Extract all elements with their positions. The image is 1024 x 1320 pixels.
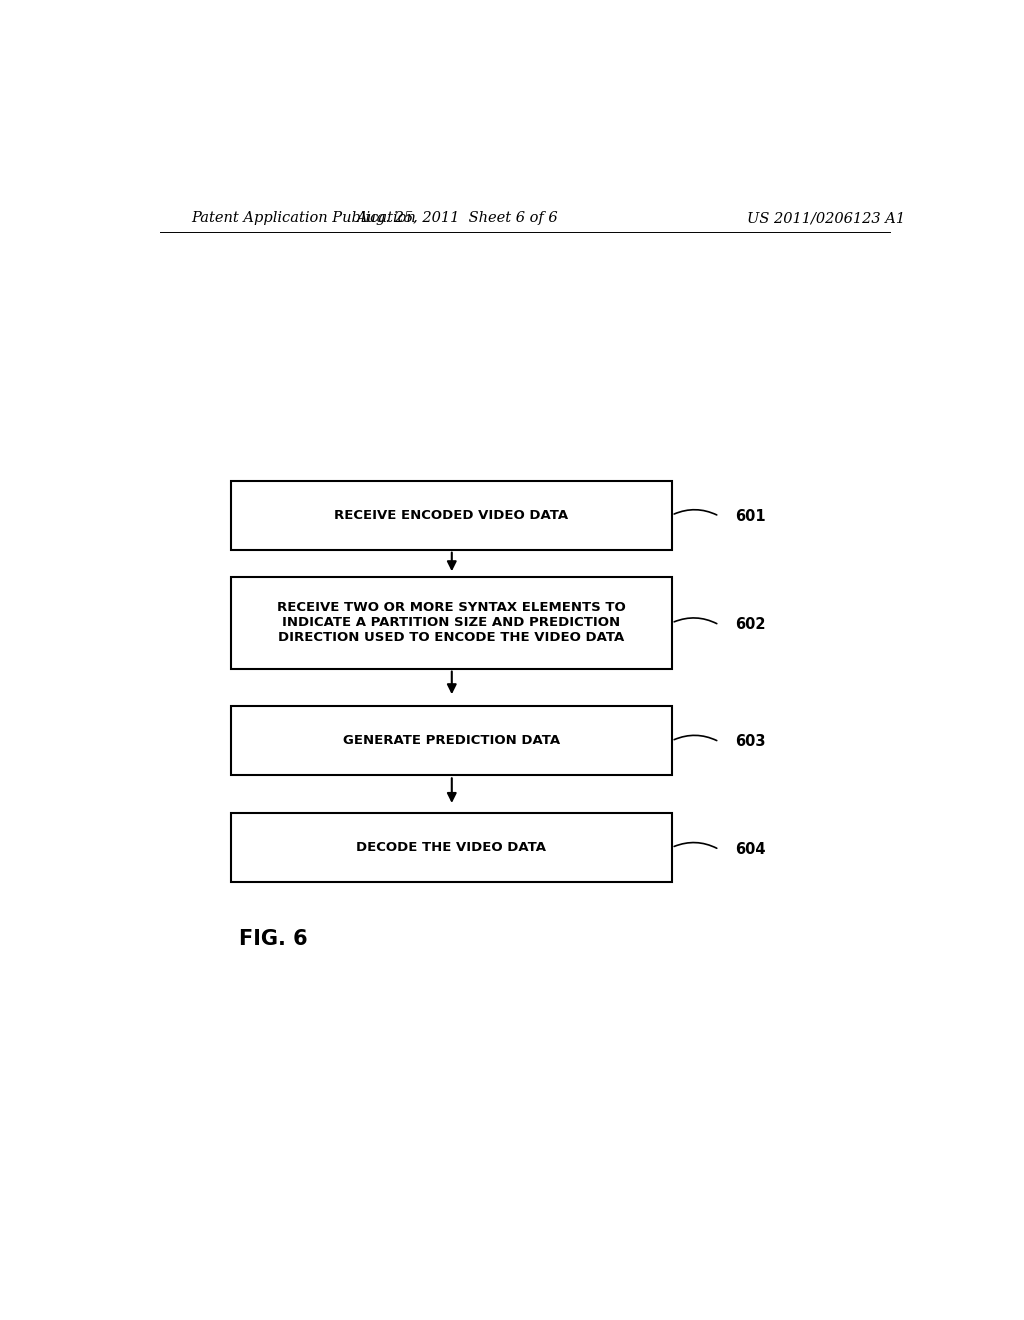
Text: 601: 601 xyxy=(735,508,766,524)
Text: US 2011/0206123 A1: US 2011/0206123 A1 xyxy=(748,211,905,226)
Text: GENERATE PREDICTION DATA: GENERATE PREDICTION DATA xyxy=(343,734,560,747)
Text: DECODE THE VIDEO DATA: DECODE THE VIDEO DATA xyxy=(356,841,547,854)
Text: FIG. 6: FIG. 6 xyxy=(240,929,308,949)
Text: 602: 602 xyxy=(735,618,766,632)
Bar xyxy=(231,480,672,549)
Text: Patent Application Publication: Patent Application Publication xyxy=(191,211,416,226)
Bar xyxy=(231,577,672,669)
Text: 603: 603 xyxy=(735,734,766,750)
Text: RECEIVE ENCODED VIDEO DATA: RECEIVE ENCODED VIDEO DATA xyxy=(334,508,568,521)
Text: Aug. 25, 2011  Sheet 6 of 6: Aug. 25, 2011 Sheet 6 of 6 xyxy=(356,211,558,226)
Bar xyxy=(231,706,672,775)
Text: 604: 604 xyxy=(735,842,766,857)
Text: RECEIVE TWO OR MORE SYNTAX ELEMENTS TO
INDICATE A PARTITION SIZE AND PREDICTION
: RECEIVE TWO OR MORE SYNTAX ELEMENTS TO I… xyxy=(278,602,626,644)
Bar xyxy=(231,813,672,882)
